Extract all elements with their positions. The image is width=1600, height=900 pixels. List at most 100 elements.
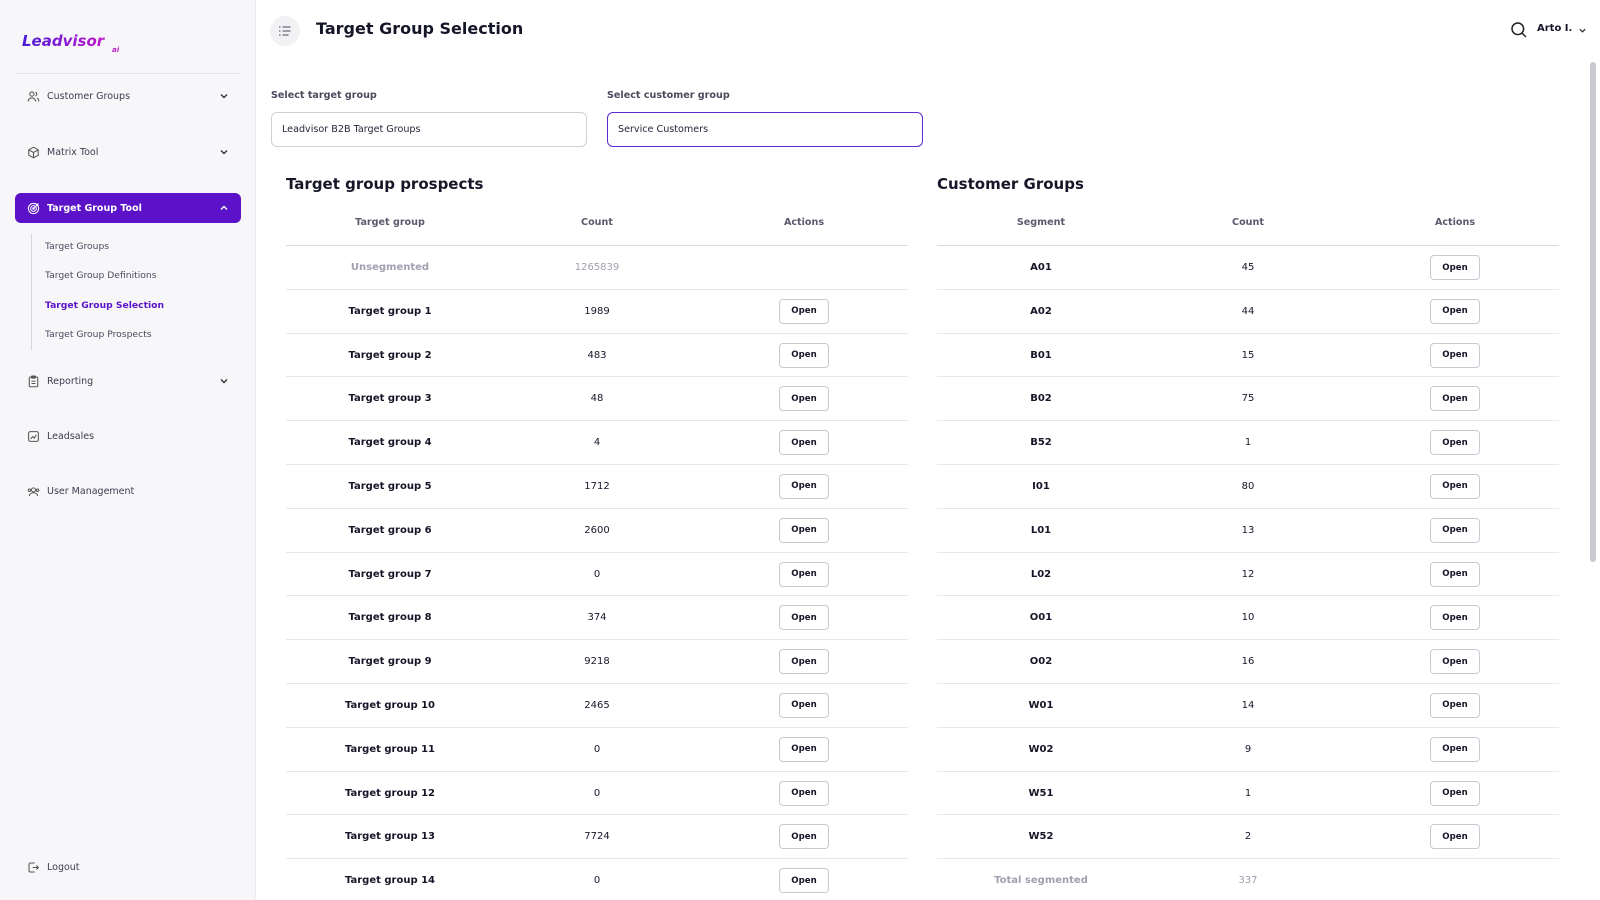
chevron-up-icon xyxy=(220,205,228,210)
table-row: Target group 11 0 Open xyxy=(286,728,908,772)
open-button[interactable]: Open xyxy=(1430,386,1480,412)
svg-text:Leadvisor: Leadvisor xyxy=(22,32,106,50)
row-count: 44 xyxy=(1241,305,1255,317)
open-button[interactable]: Open xyxy=(779,605,829,631)
open-button[interactable]: Open xyxy=(1430,342,1480,368)
target-icon xyxy=(26,201,40,215)
table-row: Target group 8 374 Open xyxy=(286,596,908,641)
cube-icon xyxy=(26,145,40,159)
customer-group-select-label: Select customer group xyxy=(607,90,730,101)
row-name: A01 xyxy=(1030,262,1052,273)
sidebar-item-user-management[interactable]: User Management xyxy=(15,476,241,506)
scrollbar-thumb[interactable] xyxy=(1590,62,1596,562)
sidebar-item-label: Customer Groups xyxy=(47,90,131,102)
table-row: O02 16 Open xyxy=(937,640,1559,684)
open-button[interactable]: Open xyxy=(779,692,829,718)
row-name: W52 xyxy=(1028,831,1054,843)
row-count: 483 xyxy=(587,349,607,361)
column-header-segment: Segment xyxy=(1016,217,1066,228)
table-row: Target group 13 7724 Open xyxy=(286,815,908,860)
table-row: Target group 7 0 Open xyxy=(286,553,908,597)
row-count: 374 xyxy=(587,612,607,624)
row-count: 2600 xyxy=(584,524,610,536)
table-row: Target group 4 4 Open xyxy=(286,421,908,465)
table-row: A01 45 Open xyxy=(937,246,1559,290)
open-button[interactable]: Open xyxy=(1430,824,1480,850)
prospects-table: Target group Count Actions Unsegmented 12… xyxy=(286,212,908,900)
users-icon xyxy=(26,89,40,103)
customer-group-select[interactable]: Service Customers xyxy=(607,112,923,147)
row-count: 1989 xyxy=(584,305,610,317)
open-button[interactable]: Open xyxy=(1430,692,1480,718)
open-button[interactable]: Open xyxy=(1430,780,1480,806)
row-name: Target group 11 xyxy=(344,743,436,755)
subnav-target-group-prospects[interactable]: Target Group Prospects xyxy=(45,329,152,340)
total-label: Total segmented xyxy=(994,875,1088,887)
table-row: Target group 2 483 Open xyxy=(286,334,908,378)
table-row: B02 75 Open xyxy=(937,377,1559,422)
open-button[interactable]: Open xyxy=(779,561,829,587)
menu-toggle-button[interactable] xyxy=(270,16,300,46)
open-button[interactable]: Open xyxy=(1430,517,1480,543)
table-row: L01 13 Open xyxy=(937,509,1559,553)
leadvisor-logo[interactable]: Leadvisor ai xyxy=(22,32,134,54)
subnav-target-group-definitions[interactable]: Target Group Definitions xyxy=(45,270,157,281)
row-name: L01 xyxy=(1030,524,1052,536)
sidebar-item-target-group-tool[interactable]: Target Group Tool xyxy=(15,193,241,223)
row-name: Target group 6 xyxy=(348,524,432,536)
row-name: I01 xyxy=(1032,480,1050,492)
open-button[interactable]: Open xyxy=(1430,473,1480,499)
open-button[interactable]: Open xyxy=(1430,298,1480,324)
open-button[interactable]: Open xyxy=(1430,430,1480,456)
customer-groups-table: Segment Count Actions A01 45 Open A02 44 Open… xyxy=(937,212,1559,900)
open-button[interactable]: Open xyxy=(1430,605,1480,631)
sidebar-item-leadsales[interactable]: Leadsales xyxy=(15,421,241,451)
open-button[interactable]: Open xyxy=(779,780,829,806)
search-icon[interactable] xyxy=(1510,21,1528,39)
table-header: Segment Count Actions xyxy=(937,212,1559,246)
row-name: Target group 3 xyxy=(348,393,432,405)
open-button[interactable]: Open xyxy=(779,298,829,324)
user-menu-name[interactable]: Arto I. xyxy=(1537,23,1573,34)
open-button[interactable]: Open xyxy=(779,868,829,894)
open-button[interactable]: Open xyxy=(779,386,829,412)
sidebar-item-customer-groups[interactable]: Customer Groups xyxy=(15,81,241,111)
row-count: 0 xyxy=(593,787,601,799)
open-button[interactable]: Open xyxy=(1430,649,1480,675)
open-button[interactable]: Open xyxy=(1430,736,1480,762)
chevron-down-icon xyxy=(220,150,228,155)
sidebar-item-matrix-tool[interactable]: Matrix Tool xyxy=(15,137,241,167)
sidebar-item-reporting[interactable]: Reporting xyxy=(15,366,241,396)
column-header-actions: Actions xyxy=(783,217,825,228)
logout-button[interactable]: Logout xyxy=(15,852,241,882)
open-button[interactable]: Open xyxy=(779,517,829,543)
open-button[interactable]: Open xyxy=(779,430,829,456)
prospects-title: Target group prospects xyxy=(286,175,484,193)
chevron-down-icon xyxy=(220,379,228,384)
row-count: 1712 xyxy=(584,480,610,492)
svg-text:ai: ai xyxy=(112,46,120,54)
open-button[interactable]: Open xyxy=(779,649,829,675)
row-name: Target group 12 xyxy=(344,787,436,799)
open-button[interactable]: Open xyxy=(1430,255,1480,280)
sidebar-item-label: User Management xyxy=(47,485,135,497)
open-button[interactable]: Open xyxy=(779,736,829,762)
open-button[interactable]: Open xyxy=(779,342,829,368)
subnav-target-groups[interactable]: Target Groups xyxy=(45,241,110,252)
table-row: B01 15 Open xyxy=(937,334,1559,378)
row-name: Target group 14 xyxy=(344,875,436,887)
open-button[interactable]: Open xyxy=(779,473,829,499)
row-count: 16 xyxy=(1241,656,1255,668)
open-button[interactable]: Open xyxy=(779,824,829,850)
table-body: Unsegmented 1265839 Target group 1 1989 Open… xyxy=(286,246,908,900)
subnav-target-group-selection[interactable]: Target Group Selection xyxy=(45,300,164,311)
column-header-count: Count xyxy=(1232,217,1264,228)
customer-groups-title: Customer Groups xyxy=(937,175,1084,193)
sidebar-item-label: Target Group Tool xyxy=(47,202,142,214)
chevron-down-icon[interactable] xyxy=(1578,26,1587,35)
row-name: O01 xyxy=(1029,612,1053,624)
target-group-select[interactable]: Leadvisor B2B Target Groups xyxy=(271,112,587,147)
row-name: Target group 7 xyxy=(348,568,432,580)
open-button[interactable]: Open xyxy=(1430,561,1480,587)
row-name: Target group 5 xyxy=(348,480,432,492)
